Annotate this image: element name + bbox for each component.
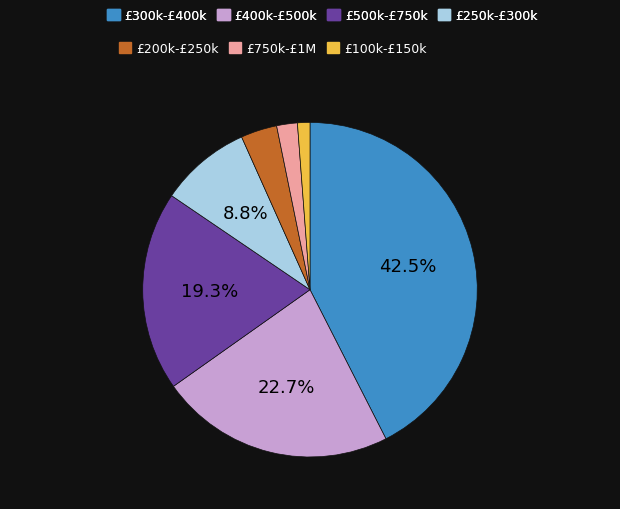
Text: 8.8%: 8.8% bbox=[223, 205, 268, 222]
Wedge shape bbox=[298, 123, 310, 290]
Text: 42.5%: 42.5% bbox=[379, 258, 436, 276]
Text: 19.3%: 19.3% bbox=[181, 282, 238, 300]
Wedge shape bbox=[310, 123, 477, 439]
Wedge shape bbox=[277, 124, 310, 290]
Legend: £300k-£400k, £400k-£500k, £500k-£750k, £250k-£300k: £300k-£400k, £400k-£500k, £500k-£750k, £… bbox=[104, 6, 541, 26]
Wedge shape bbox=[242, 127, 310, 290]
Wedge shape bbox=[174, 290, 386, 457]
Legend: £200k-£250k, £750k-£1M, £100k-£150k: £200k-£250k, £750k-£1M, £100k-£150k bbox=[115, 39, 430, 60]
Text: 22.7%: 22.7% bbox=[257, 378, 314, 397]
Wedge shape bbox=[172, 138, 310, 290]
Wedge shape bbox=[143, 196, 310, 386]
